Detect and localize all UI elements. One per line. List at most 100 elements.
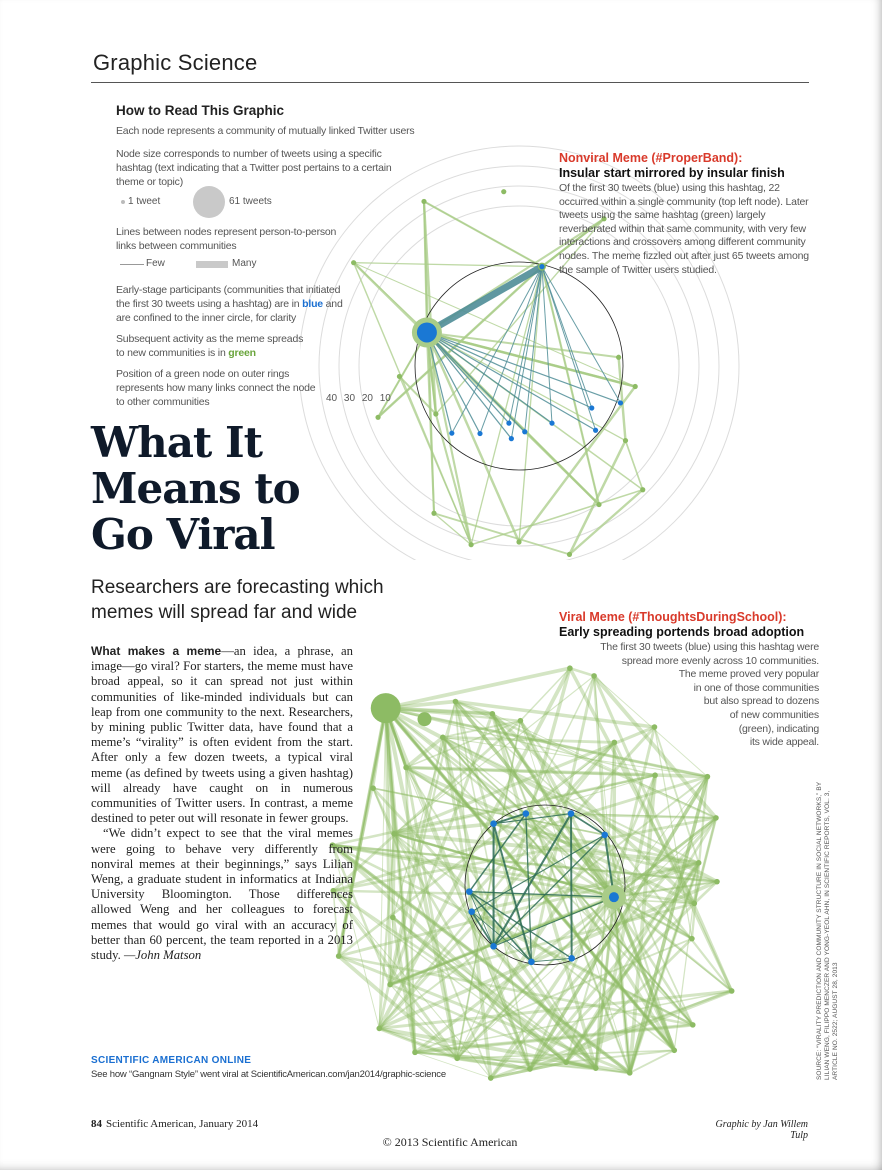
green-link: [455, 699, 655, 729]
dek: Researchers are forecasting which memes …: [91, 577, 384, 623]
green-link: [491, 713, 694, 1026]
outer-ring-2: [338, 185, 700, 547]
big-node-swatch: [193, 186, 225, 218]
viral-network-graph: [329, 665, 735, 1081]
green-link: [467, 891, 493, 1079]
green-link: [337, 707, 388, 957]
green-link: [353, 261, 542, 268]
green-link: [390, 917, 417, 1053]
green-link: [541, 266, 600, 505]
blue-link: [468, 891, 573, 959]
green-link: [628, 862, 701, 1074]
green-link: [454, 701, 471, 892]
green-node: [527, 1066, 533, 1072]
green-link: [613, 897, 631, 1073]
green-link: [613, 881, 718, 898]
green-link: [414, 1023, 693, 1054]
blue-node: [506, 420, 512, 426]
green-link: [568, 667, 696, 905]
green-link: [414, 990, 732, 1054]
body-paragraph-2: “We didn’t expect to see that the viral …: [91, 826, 353, 963]
blue-link: [426, 332, 510, 424]
green-link: [470, 266, 543, 545]
green-link: [378, 708, 387, 1029]
green-link: [414, 1051, 491, 1079]
green-link: [565, 1060, 597, 1070]
green-link: [592, 675, 734, 992]
green-node: [517, 717, 524, 724]
green-link: [568, 488, 644, 556]
green-link: [378, 1026, 631, 1075]
legend-line2: Node size corresponds to number of tweet…: [116, 148, 392, 188]
green-link: [524, 812, 676, 1052]
nonviral-annotation: Nonviral Meme (#ProperBand): Insular sta…: [559, 151, 819, 277]
green-node: [728, 988, 735, 994]
green-link: [490, 713, 598, 1069]
blue-node: [528, 958, 535, 966]
green-link: [398, 376, 472, 545]
green-link: [372, 787, 605, 836]
green-link: [332, 890, 492, 1079]
blue-link: [493, 896, 615, 947]
green-link: [569, 666, 595, 678]
green-link: [393, 833, 615, 898]
green-link: [518, 385, 637, 543]
green-link: [519, 720, 676, 1051]
green-node: [387, 981, 393, 988]
green-link: [425, 331, 521, 543]
blue-link: [492, 813, 572, 947]
legend-line-key: Few Many: [116, 258, 316, 270]
green-link: [378, 1026, 458, 1060]
viral-text: The first 30 tweets (blue) using this ha…: [600, 641, 819, 749]
green-link: [336, 707, 388, 957]
page-number: 84: [91, 1118, 102, 1130]
big-green-node: [370, 693, 401, 724]
green-link: [435, 218, 605, 415]
green-link: [393, 832, 615, 899]
green-link: [392, 833, 532, 1070]
green-node: [440, 734, 446, 741]
blue-link: [426, 331, 621, 404]
blue-node: [522, 429, 528, 435]
green-link: [541, 218, 605, 268]
green-link: [337, 707, 387, 957]
online-link-text[interactable]: See how “Gangnam Style” went viral at Sc…: [91, 1069, 446, 1080]
green-link: [388, 713, 494, 986]
green-link: [491, 713, 631, 1073]
green-link: [426, 331, 626, 442]
green-link: [613, 741, 733, 992]
green-link: [528, 861, 700, 1070]
green-link: [653, 726, 700, 864]
green-link: [385, 707, 733, 992]
green-link: [441, 736, 694, 1026]
green-link: [338, 954, 631, 1075]
green-link: [525, 675, 595, 814]
green-link: [613, 897, 631, 1073]
blue-link: [426, 331, 553, 424]
green-link: [491, 667, 572, 947]
blue-node: [610, 893, 618, 901]
green-link: [352, 261, 600, 506]
green-link: [393, 774, 656, 835]
blue-node: [593, 427, 599, 433]
green-link: [414, 1023, 693, 1055]
blue-link: [451, 266, 543, 434]
green-link: [384, 707, 693, 940]
green-node: [651, 724, 658, 730]
green-link: [391, 833, 396, 918]
green-link: [385, 666, 571, 710]
green-link: [405, 766, 495, 825]
green-node: [431, 510, 437, 516]
green-link: [332, 775, 708, 893]
blue-link: [493, 834, 606, 947]
green-link: [378, 726, 656, 1030]
green-link: [564, 861, 701, 1064]
byline: —John Matson: [120, 948, 202, 963]
blue-link: [426, 331, 596, 431]
article-body: What makes a meme—an idea, a phrase, an …: [91, 644, 353, 963]
blue-link: [426, 332, 512, 439]
blue-node: [477, 430, 483, 437]
green-node: [454, 1055, 460, 1062]
green-node: [691, 900, 698, 907]
green-node: [689, 935, 695, 942]
